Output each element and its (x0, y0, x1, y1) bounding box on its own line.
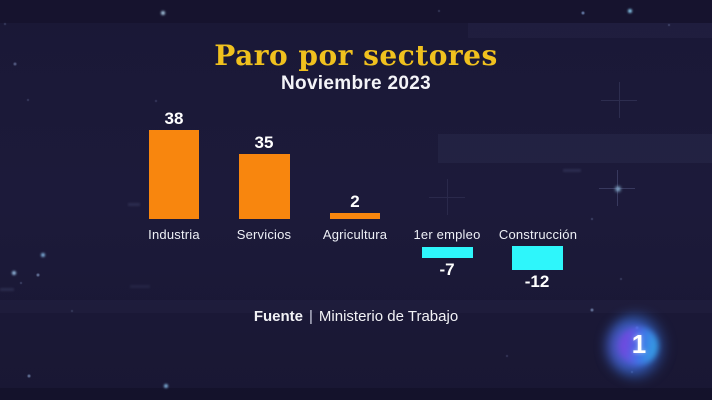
bar-label-industria: Industria (148, 227, 200, 242)
bar-label-construccion: Construcción (498, 227, 578, 242)
bar-label-servicios: Servicios (236, 227, 292, 242)
glitch-artifact (0, 288, 14, 291)
star-cross-icon (599, 170, 635, 206)
la1-channel-logo: 1 (607, 314, 671, 378)
bar-label-1er-empleo: 1er empleo (413, 227, 481, 242)
star-cross-icon (429, 179, 465, 215)
logo-circle (620, 327, 658, 365)
source-name: Ministerio de Trabajo (318, 308, 459, 325)
chart-title: Paro por sectores (214, 39, 498, 72)
glitch-band (438, 134, 712, 163)
logo-digit: 1 (631, 329, 647, 359)
bar-value-servicios: 35 (254, 133, 274, 152)
bar-1er-empleo (422, 247, 473, 258)
chart-subtitle: Noviembre 2023 (281, 73, 431, 94)
starfield (0, 0, 2, 2)
glitch-artifact (128, 203, 140, 206)
bar-value-agricultura: 2 (350, 192, 360, 211)
source-label: Fuente (253, 308, 304, 325)
glitch-artifact (130, 285, 150, 288)
glitch-artifact (563, 169, 581, 172)
bar-industria (149, 130, 199, 219)
source-line: Fuente | Ministerio de Trabajo (0, 308, 712, 326)
source-separator: | (309, 308, 313, 325)
bar-agricultura (330, 213, 380, 219)
glitch-band (0, 0, 712, 23)
bar-value-industria: 38 (164, 109, 184, 128)
bar-value-construccion: -12 (524, 272, 550, 291)
glitch-band (468, 23, 712, 38)
glitch-band (0, 388, 712, 400)
bar-value-1er-empleo: -7 (439, 260, 455, 279)
bar-construccion (512, 246, 563, 270)
bar-label-agricultura: Agricultura (322, 227, 388, 242)
bar-servicios (239, 154, 290, 219)
